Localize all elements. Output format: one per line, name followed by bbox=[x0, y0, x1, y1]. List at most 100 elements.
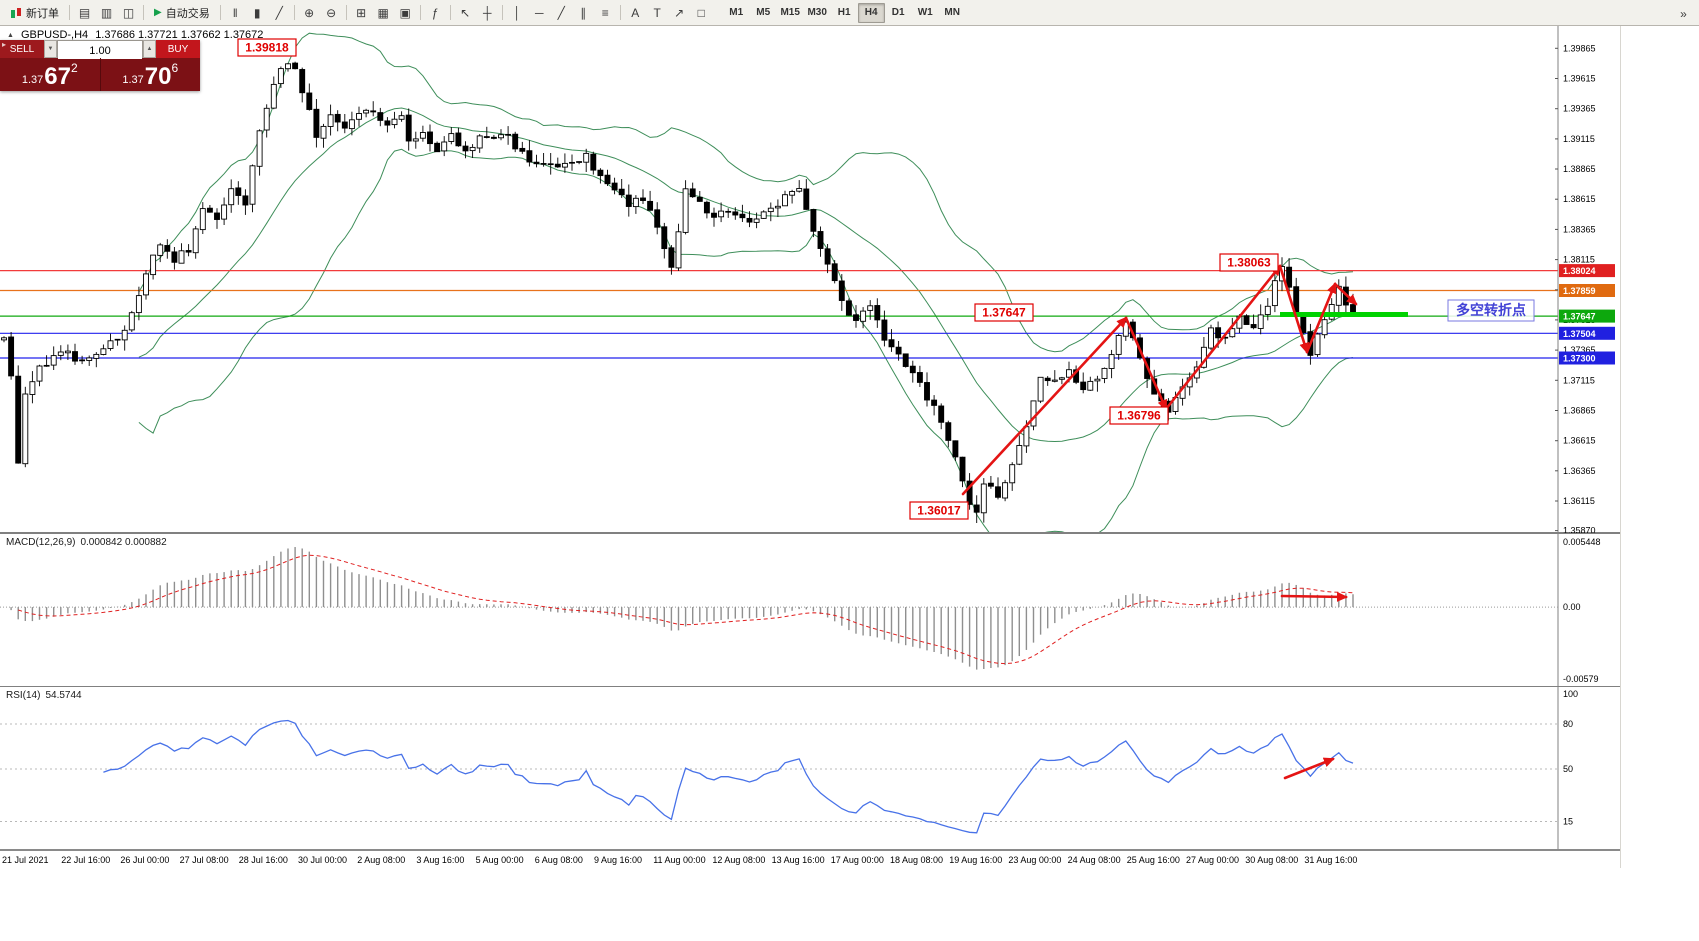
profiles-icon[interactable]: ▥ bbox=[100, 5, 113, 20]
volume-increase-button[interactable]: ▲ bbox=[143, 40, 156, 58]
main-chart-canvas[interactable]: 1.39865 1.39615 1.39365 1.39115 1.38865 1.386… bbox=[0, 26, 1699, 533]
toolbar-separator bbox=[293, 5, 295, 20]
tools-icons-group: ǁ ▮ ╱ ⊕ ⊖ ⊞ ▦ ▣ ƒ ↖ ┼ │ ─ ╱ ∥ ≡ A T ↗ □ bbox=[225, 3, 712, 23]
svg-text:1.36115: 1.36115 bbox=[1563, 496, 1595, 506]
line-chart-icon[interactable]: ╱ bbox=[275, 5, 283, 20]
svg-text:1.38024: 1.38024 bbox=[1563, 266, 1596, 276]
tile-windows-icon[interactable]: ⊞ bbox=[356, 5, 367, 20]
macd-label: MACD(12,26,9) 0.000842 0.000882 bbox=[6, 537, 167, 548]
svg-text:1.39615: 1.39615 bbox=[1563, 74, 1596, 84]
autotrading-button[interactable]: ▶ 自动交易 bbox=[148, 2, 216, 24]
rsi-label: RSI(14) 54.5744 bbox=[6, 690, 82, 701]
play-icon: ▶ bbox=[154, 7, 162, 18]
horizontal-line-icon[interactable]: ─ bbox=[534, 5, 544, 20]
chart-window-icon[interactable]: ▤ bbox=[78, 5, 91, 20]
cascade-windows-icon[interactable]: ▦ bbox=[377, 5, 389, 20]
sell-button[interactable]: SELL bbox=[0, 40, 44, 58]
timeframe-m30[interactable]: M30 bbox=[807, 7, 827, 18]
sell-price[interactable]: 1.37 67 2 bbox=[0, 58, 101, 91]
collapse-arrow-icon[interactable]: ▸ bbox=[2, 40, 7, 49]
auto-arrange-icon[interactable]: ▣ bbox=[399, 5, 411, 20]
symbol-name: GBPUSD-,H4 bbox=[20, 29, 89, 41]
zoom-out-icon[interactable]: ⊖ bbox=[326, 5, 337, 20]
volume-decrease-button[interactable]: ▼ bbox=[44, 40, 57, 58]
macd-arrow bbox=[1280, 591, 1348, 602]
svg-text:1.37504: 1.37504 bbox=[1563, 329, 1596, 339]
time-axis-label: 21 Jul 2021 bbox=[2, 855, 49, 865]
timeframe-m1[interactable]: M1 bbox=[729, 7, 744, 18]
svg-text:1.38063: 1.38063 bbox=[1227, 256, 1271, 270]
sell-price-sup: 2 bbox=[70, 61, 78, 75]
macd-panel-canvas[interactable]: 0.005448 0.00 -0.00579 bbox=[0, 533, 1699, 686]
timeframe-h1[interactable]: H1 bbox=[837, 7, 851, 18]
text-icon[interactable]: A bbox=[631, 5, 640, 20]
new-order-button[interactable]: 新订单 bbox=[4, 2, 65, 24]
label-icon[interactable]: T bbox=[653, 5, 661, 20]
time-axis-label: 31 Aug 16:00 bbox=[1304, 855, 1358, 865]
buy-price-sup: 6 bbox=[171, 61, 179, 75]
svg-text:1.39115: 1.39115 bbox=[1563, 134, 1595, 144]
trendline-icon[interactable]: ╱ bbox=[557, 5, 565, 20]
zoom-in-icon[interactable]: ⊕ bbox=[304, 5, 315, 20]
shapes-icon[interactable]: □ bbox=[697, 5, 705, 20]
timeframe-m15[interactable]: M15 bbox=[780, 7, 800, 18]
price-axis: 1.39865 1.39615 1.39365 1.39115 1.38865 1.386… bbox=[0, 26, 1620, 533]
buy-button[interactable]: BUY bbox=[156, 40, 200, 58]
timeframe-m5[interactable]: M5 bbox=[756, 7, 771, 18]
toolbar-overflow-icon[interactable]: » bbox=[1680, 7, 1687, 21]
cursor-icon[interactable]: ↖ bbox=[460, 5, 471, 20]
new-order-icon bbox=[11, 7, 21, 18]
indicators-icon[interactable]: ƒ bbox=[431, 5, 439, 20]
toolbar-separator bbox=[69, 5, 70, 20]
time-axis-label: 3 Aug 16:00 bbox=[416, 855, 465, 865]
timeframe-h4[interactable]: H4 bbox=[857, 2, 885, 23]
svg-text:1.35870: 1.35870 bbox=[1563, 526, 1596, 533]
crosshair-icon[interactable]: ┼ bbox=[482, 5, 492, 20]
svg-text:50: 50 bbox=[1563, 764, 1573, 774]
timeframe-w1[interactable]: W1 bbox=[917, 7, 933, 18]
time-axis-label: 12 Aug 08:00 bbox=[712, 855, 766, 865]
time-axis-label: 30 Aug 08:00 bbox=[1245, 855, 1299, 865]
macd-signal-line bbox=[18, 554, 1354, 665]
rsi-line bbox=[103, 719, 1354, 834]
candlestick-chart-icon[interactable]: ▮ bbox=[253, 5, 261, 20]
time-axis-label: 23 Aug 00:00 bbox=[1008, 855, 1062, 865]
arrow-tool-icon[interactable]: ↗ bbox=[674, 5, 685, 20]
time-axis-label: 5 Aug 00:00 bbox=[475, 855, 524, 865]
svg-text:0.005448: 0.005448 bbox=[1563, 537, 1601, 547]
rsi-panel-canvas[interactable]: 100 80 50 15 bbox=[0, 686, 1699, 850]
symbol-ohlc: 1.37686 1.37721 1.37662 1.37672 bbox=[95, 29, 264, 41]
svg-text:0.00: 0.00 bbox=[1563, 602, 1581, 612]
timeframe-d1[interactable]: D1 bbox=[891, 7, 905, 18]
fibonacci-icon[interactable]: ≡ bbox=[601, 5, 609, 20]
toolbar-separator bbox=[449, 5, 451, 20]
buy-price[interactable]: 1.37 70 6 bbox=[101, 58, 201, 91]
svg-text:1.37859: 1.37859 bbox=[1563, 286, 1596, 296]
data-window-icon[interactable]: ◫ bbox=[122, 5, 135, 20]
svg-text:1.39865: 1.39865 bbox=[1563, 43, 1596, 53]
timeframe-toolbar: M1 M5 M15 M30 H1 H4 D1 W1 MN bbox=[723, 2, 966, 23]
toolbar-separator bbox=[345, 5, 347, 20]
time-axis-label: 13 Aug 16:00 bbox=[771, 855, 825, 865]
volume-field-wrap bbox=[57, 40, 143, 59]
sell-price-prefix: 1.37 bbox=[21, 74, 44, 86]
main-toolbar: 新订单 ▤ ▥ ◫ ▶ 自动交易 ǁ ▮ ╱ ⊕ ⊖ ⊞ ▦ ▣ ƒ ↖ ┼ │ ─ ╱ ∥ ≡ A T ↗ □ M1 M5… bbox=[0, 0, 1699, 26]
autotrading-label: 自动交易 bbox=[165, 7, 210, 20]
channel-icon[interactable]: ∥ bbox=[580, 5, 587, 20]
time-axis: 21 Jul 2021 22 Jul 16:00 26 Jul 00:00 27 Ju… bbox=[0, 850, 1620, 869]
one-click-trading-panel: ▸ SELL ▼ ▲ BUY 1.37 67 2 1.37 70 6 bbox=[0, 40, 200, 91]
window-edge bbox=[1620, 26, 1621, 868]
volume-input[interactable] bbox=[58, 43, 142, 59]
bar-chart-icon[interactable]: ǁ bbox=[232, 5, 238, 20]
timeframe-mn[interactable]: MN bbox=[944, 7, 960, 18]
new-order-label: 新订单 bbox=[26, 7, 59, 20]
time-axis-label: 27 Jul 08:00 bbox=[179, 855, 229, 865]
rsi-arrow bbox=[1283, 757, 1335, 780]
annotation-turning-point: 多空转折点 bbox=[1447, 299, 1535, 322]
svg-text:1.38615: 1.38615 bbox=[1563, 194, 1596, 204]
svg-text:1.37365: 1.37365 bbox=[1563, 345, 1596, 355]
candlestick-series bbox=[1, 61, 1356, 523]
svg-text:15: 15 bbox=[1563, 817, 1573, 827]
vertical-line-icon[interactable]: │ bbox=[513, 5, 521, 20]
